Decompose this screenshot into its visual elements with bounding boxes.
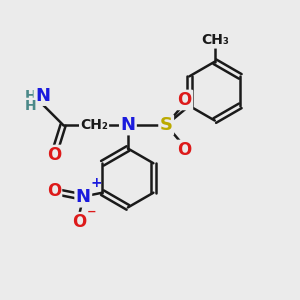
- Text: O: O: [47, 146, 62, 164]
- Text: CH₂: CH₂: [80, 118, 108, 132]
- Text: CH₃: CH₃: [201, 34, 229, 47]
- Text: O: O: [178, 141, 192, 159]
- Text: +: +: [91, 176, 102, 190]
- Text: N: N: [35, 86, 50, 104]
- Text: ⁻: ⁻: [87, 207, 97, 225]
- Text: O: O: [47, 182, 61, 200]
- Text: H: H: [24, 99, 36, 113]
- Text: O: O: [72, 213, 86, 231]
- Text: S: S: [160, 116, 173, 134]
- Text: N: N: [120, 116, 135, 134]
- Text: N: N: [76, 188, 91, 206]
- Text: H: H: [24, 88, 36, 103]
- Text: O: O: [178, 91, 192, 109]
